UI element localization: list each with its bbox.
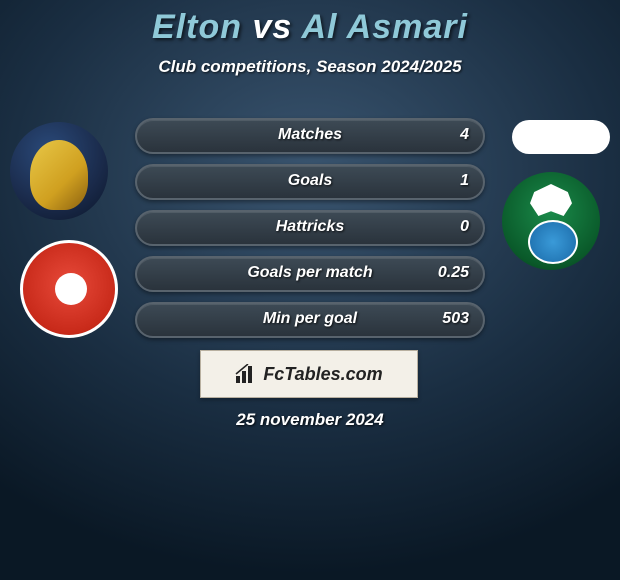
comparison-card: Elton vs Al Asmari Club competitions, Se… — [0, 0, 620, 580]
stat-right-value: 1 — [460, 172, 469, 190]
stat-row: Min per goal 503 — [135, 302, 485, 338]
stats-column: Matches 4 Goals 1 Hattricks 0 Goals per … — [135, 118, 485, 348]
stat-row: Matches 4 — [135, 118, 485, 154]
player2-name: Al Asmari — [301, 8, 467, 46]
player2-avatar — [512, 120, 610, 154]
stat-row: Goals 1 — [135, 164, 485, 200]
player1-name: Elton — [152, 8, 242, 46]
subtitle: Club competitions, Season 2024/2025 — [0, 57, 620, 77]
stat-row: Hattricks 0 — [135, 210, 485, 246]
stat-right-value: 503 — [442, 310, 469, 328]
stat-label: Matches — [137, 126, 483, 144]
stat-label: Goals — [137, 172, 483, 190]
title: Elton vs Al Asmari — [0, 0, 620, 47]
stat-right-value: 0.25 — [438, 264, 469, 282]
vs-text: vs — [252, 8, 292, 46]
stat-right-value: 0 — [460, 218, 469, 236]
stat-label: Goals per match — [137, 264, 483, 282]
logo-text: FcTables.com — [263, 364, 382, 385]
stat-right-value: 4 — [460, 126, 469, 144]
stat-row: Goals per match 0.25 — [135, 256, 485, 292]
stat-label: Hattricks — [137, 218, 483, 236]
bar-chart-icon — [235, 364, 257, 384]
player1-club-crest — [20, 240, 118, 338]
fctables-logo: FcTables.com — [200, 350, 418, 398]
player2-club-crest — [502, 172, 600, 270]
stat-label: Min per goal — [137, 310, 483, 328]
date: 25 november 2024 — [0, 410, 620, 430]
player1-avatar — [10, 122, 108, 220]
